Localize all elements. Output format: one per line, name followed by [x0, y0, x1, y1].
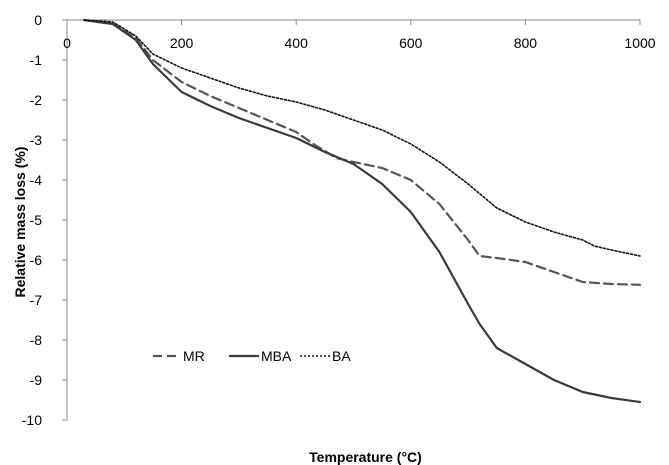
y-axis-ticks: 0 -1 -2 -3 -4 -5 -6 -7 -8 -9 -10 — [22, 12, 67, 428]
legend-label-mr: MR — [183, 348, 205, 364]
y-tick-label: 0 — [34, 12, 42, 28]
legend-label-ba: BA — [332, 348, 351, 364]
y-tick-label: -6 — [30, 252, 43, 268]
x-tick-label: 1000 — [624, 35, 655, 51]
y-tick-label: -10 — [22, 412, 42, 428]
y-tick-label: -7 — [30, 292, 43, 308]
y-tick-label: -5 — [30, 212, 43, 228]
x-tick-label: 0 — [63, 35, 71, 51]
x-tick-label: 200 — [170, 35, 194, 51]
x-axis-title: Temperature (°C) — [309, 449, 422, 465]
x-tick-label: 400 — [285, 35, 309, 51]
series-line-mba — [83, 18, 642, 404]
y-tick-label: -3 — [30, 132, 43, 148]
axes — [66, 19, 640, 420]
series-layer — [83, 18, 642, 404]
y-tick-label: -4 — [30, 172, 43, 188]
y-tick-label: -8 — [30, 332, 43, 348]
x-tick-label: 600 — [399, 35, 423, 51]
y-tick-label: -2 — [30, 92, 43, 108]
y-tick-label: -9 — [30, 372, 43, 388]
legend: MR MBA BA — [153, 348, 351, 364]
y-axis-title: Relative mass loss (%) — [12, 147, 28, 298]
series-line-ba — [83, 19, 641, 257]
legend-label-mba: MBA — [261, 348, 292, 364]
x-tick-label: 800 — [514, 35, 538, 51]
y-tick-label: -1 — [30, 52, 43, 68]
series-line-mr — [83, 18, 642, 286]
x-axis-ticks: 0 200 400 600 800 1000 — [63, 20, 656, 51]
